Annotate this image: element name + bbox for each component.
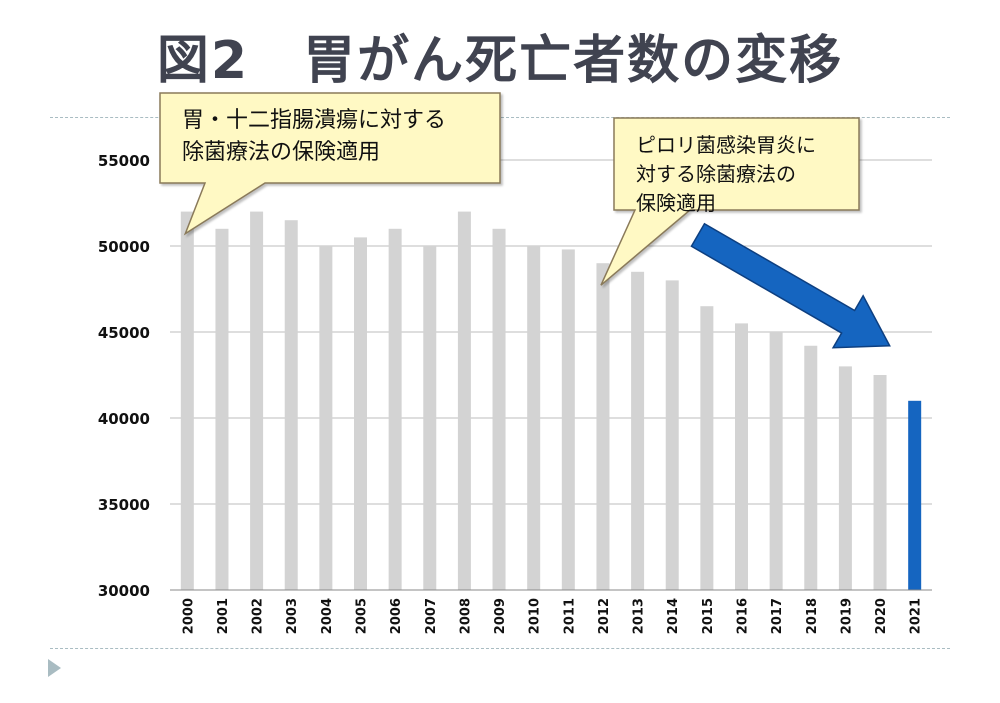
callout-2000-line: 胃・十二指腸潰瘍に対する	[182, 108, 446, 133]
bar-2008	[457, 211, 471, 590]
x-tick-label: 2000	[181, 598, 196, 634]
callout-2012-line: ピロリ菌感染胃炎に	[636, 133, 816, 157]
bar-2002	[250, 211, 264, 590]
bar-2004	[319, 246, 333, 590]
x-tick-label: 2013	[632, 598, 647, 634]
y-tick-label: 30000	[98, 582, 150, 600]
axes: 30000 35000 40000 45000 50000 55000 2000 2001 20…	[98, 152, 932, 634]
play-triangle-icon	[48, 659, 61, 677]
bar-2019	[838, 366, 852, 590]
gridlines	[170, 159, 932, 591]
x-tick-label: 2020	[874, 598, 889, 634]
bar-2017	[769, 332, 783, 590]
callout-2012-shape	[600, 117, 860, 286]
bars	[180, 211, 922, 591]
x-tick-label: 2002	[251, 598, 266, 634]
x-tick-label: 2011	[562, 598, 577, 634]
y-tick-label: 45000	[98, 324, 150, 342]
y-tick-label: 40000	[98, 410, 150, 428]
x-tick-label: 2004	[320, 598, 335, 634]
callout-2012-line: 保険適用	[636, 191, 716, 215]
bar-2009	[492, 228, 506, 591]
bar-2015	[700, 306, 714, 590]
x-tick-label: 2019	[839, 598, 854, 634]
callout-2012-line: 対する除菌療法の	[636, 162, 796, 186]
bar-2000	[180, 211, 194, 590]
x-tick-label: 2012	[597, 598, 612, 634]
bar-2018	[804, 345, 818, 590]
x-tick-label: 2005	[355, 598, 370, 634]
bar-2011	[561, 249, 575, 590]
x-tick-label: 2014	[666, 598, 681, 634]
y-tick-label: 50000	[98, 238, 150, 256]
x-tick-label: 2018	[805, 598, 820, 634]
x-tick-label: 2016	[736, 598, 751, 634]
bar-2001	[215, 228, 229, 591]
x-tick-label: 2001	[216, 598, 231, 634]
x-tick-label: 2009	[493, 598, 508, 634]
down-right-arrow-icon	[690, 222, 891, 349]
callout-2000-shape	[159, 92, 501, 236]
callout-2000-line: 除菌療法の保険適用	[182, 140, 380, 165]
bar-2012	[596, 263, 610, 590]
x-tick-label: 2006	[389, 598, 404, 634]
y-tick-label: 55000	[98, 152, 150, 170]
bar-2020	[873, 375, 887, 590]
trend-arrow	[690, 222, 891, 349]
y-tick-label: 35000	[98, 496, 150, 514]
bar-2007	[423, 246, 437, 590]
x-tick-label: 2003	[285, 598, 300, 634]
bar-2005	[354, 237, 367, 590]
bar-2010	[527, 246, 541, 590]
bar-2016	[735, 323, 748, 590]
bar-2003	[284, 220, 298, 590]
bar-2014	[665, 280, 679, 590]
bar-2006	[388, 228, 402, 591]
x-tick-label: 2021	[909, 598, 924, 634]
x-tick-label: 2015	[701, 598, 716, 634]
x-tick-label: 2008	[458, 598, 473, 634]
x-tick-label: 2017	[770, 598, 785, 634]
page-title: 図2 胃がん死亡者数の変移	[156, 31, 844, 91]
bar-2013	[631, 271, 645, 590]
bottom-divider	[50, 648, 950, 649]
x-tick-label: 2010	[528, 598, 543, 634]
x-tick-label: 2007	[424, 598, 439, 634]
bar-2021	[908, 400, 922, 590]
